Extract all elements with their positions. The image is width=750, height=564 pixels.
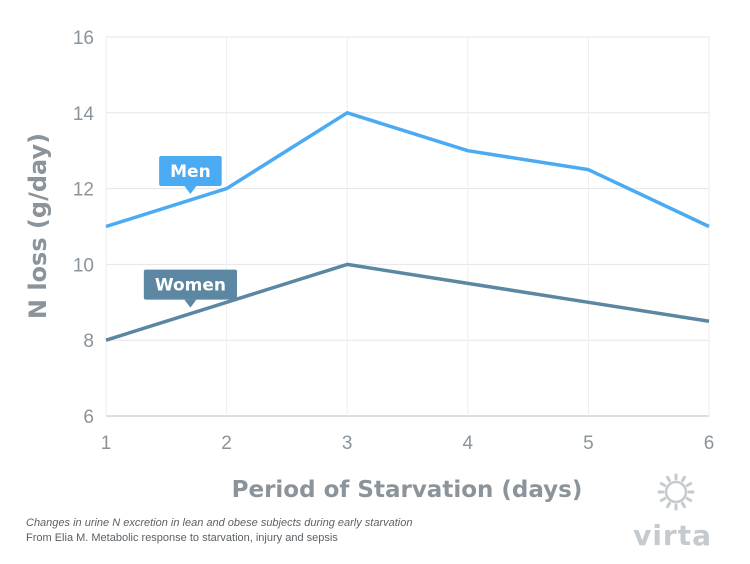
x-tick-1: 1 (101, 433, 112, 454)
y-tick-8: 8 (83, 331, 94, 352)
series-label-pointer-women (184, 299, 197, 308)
series-line-women (105, 262, 710, 342)
x-tick-3: 3 (342, 433, 353, 454)
y-tick-labels: 6 8 10 12 14 16 (73, 28, 95, 428)
series-label-women: Women (143, 269, 238, 308)
y-tick-14: 14 (73, 104, 95, 125)
y-tick-16: 16 (73, 28, 94, 49)
sun-gear-icon (657, 473, 695, 511)
series-line-men (105, 111, 710, 229)
series-labels: Men Women (143, 155, 238, 308)
y-tick-12: 12 (73, 180, 94, 201)
x-tick-5: 5 (583, 433, 594, 454)
y-tick-10: 10 (73, 255, 94, 276)
y-tick-6: 6 (83, 407, 94, 428)
series-label-text-women: Women (155, 276, 226, 296)
x-tick-2: 2 (221, 433, 232, 454)
x-tick-4: 4 (463, 433, 474, 454)
caption-line-1: Changes in urine N excretion in lean and… (26, 517, 413, 529)
caption-line-2: From Elia M. Metabolic response to starv… (26, 532, 338, 544)
series-label-box-men (159, 155, 222, 186)
brand-wordmark: virta (633, 519, 712, 552)
series-group (105, 111, 710, 342)
x-tick-6: 6 (704, 433, 715, 454)
y-axis-title: N loss (g/day) (24, 133, 52, 319)
series-label-text-men: Men (170, 162, 211, 182)
series-label-men: Men (159, 155, 222, 194)
series-label-pointer-men (184, 185, 197, 194)
x-tick-labels: 1 2 3 4 5 6 (101, 433, 715, 454)
x-axis-title: Period of Starvation (days) (232, 477, 583, 503)
gridlines (105, 36, 710, 417)
series-label-box-women (143, 269, 238, 300)
